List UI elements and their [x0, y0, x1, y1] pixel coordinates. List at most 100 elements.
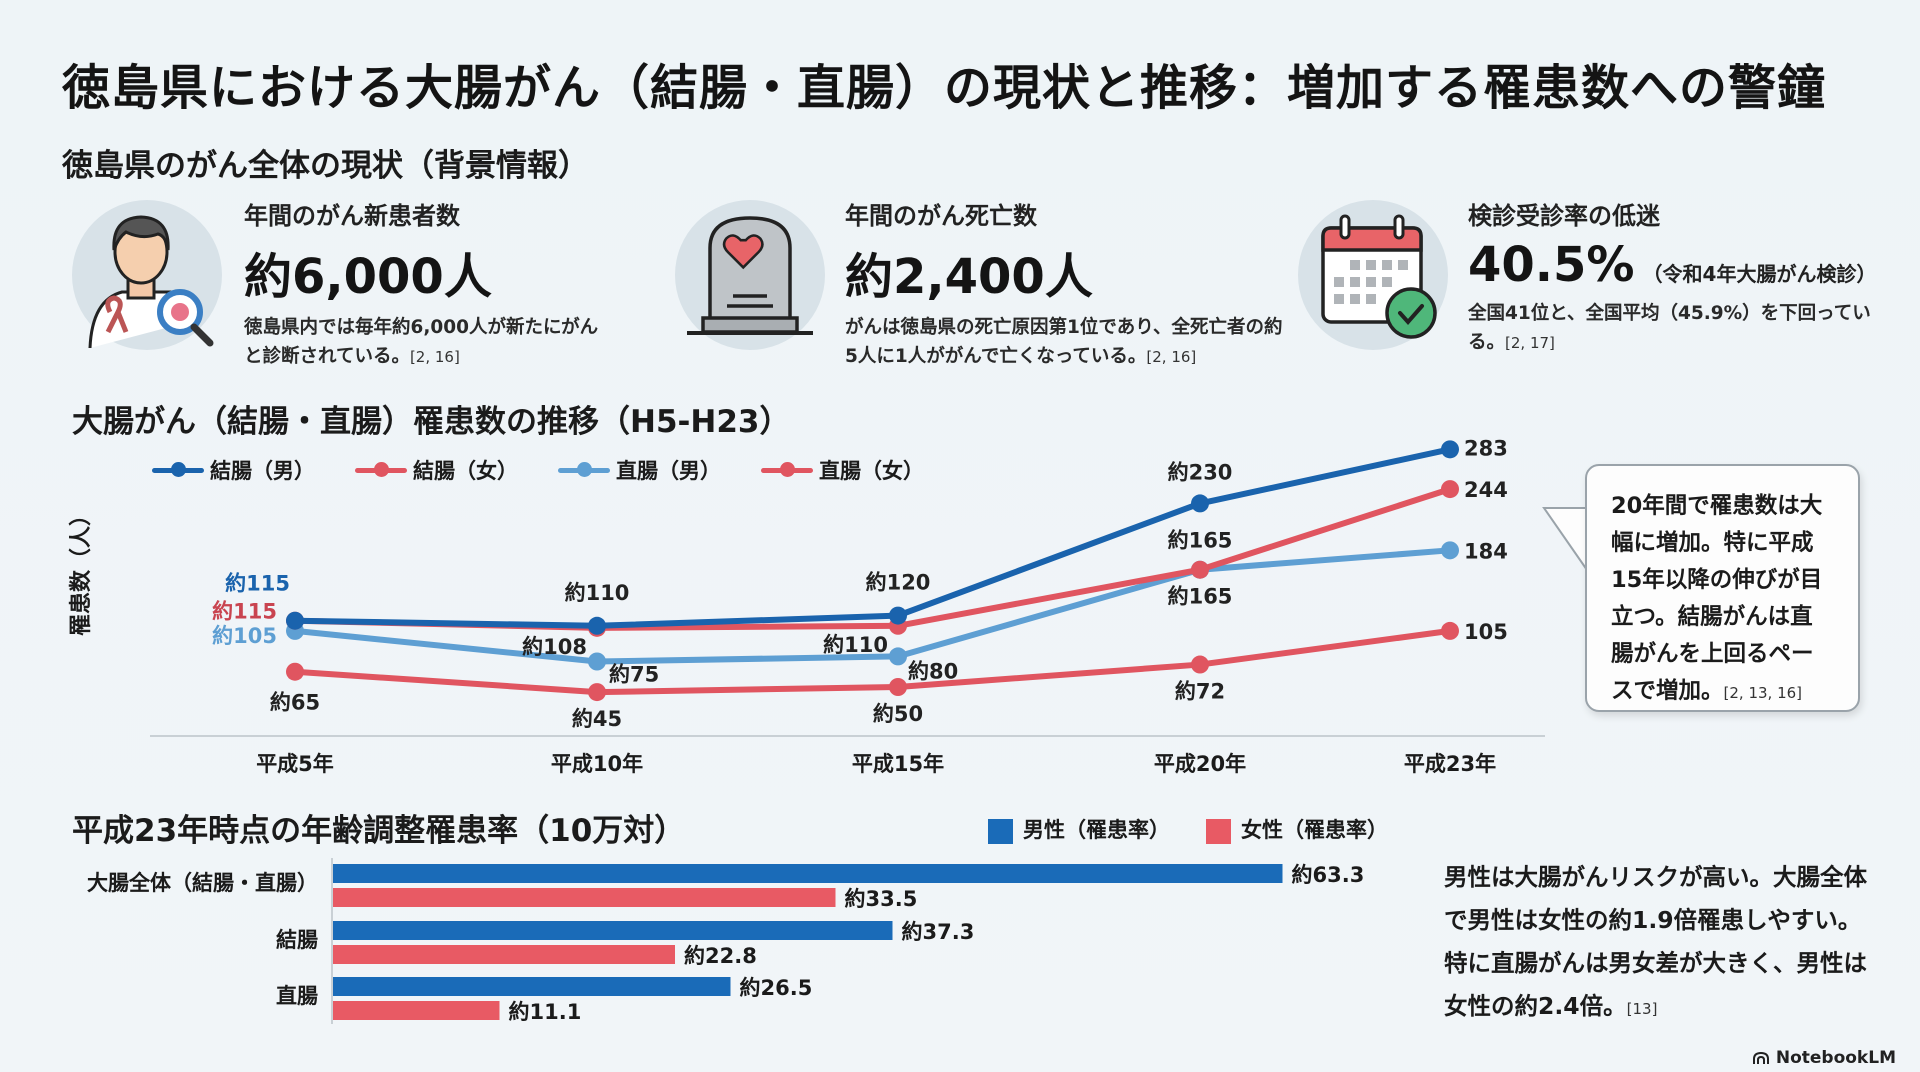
- stat-label: 年間のがん新患者数: [244, 202, 460, 230]
- data-point: [1441, 621, 1459, 640]
- background-section-heading: 徳島県のがん全体の現状（背景情報）: [62, 148, 589, 184]
- trend-callout: 20年間で罹患数は大幅に増加。特に平成15年以降の伸びが目立つ。結腸がんは直腸が…: [1585, 464, 1860, 712]
- legend-swatch: [761, 462, 813, 478]
- legend-label: 男性（罹患率）: [1023, 818, 1170, 842]
- stat-desc-text: がんは徳島県の死亡原因第1位であり、全死亡者の約5人に1人ががんで亡くなっている…: [845, 317, 1283, 367]
- data-point: [286, 662, 304, 681]
- stat-value-note: （令和4年大腸がん検診）: [1642, 262, 1877, 286]
- stat-desc-text: 徳島県内では毎年約6,000人が新たにがんと診断されている。: [244, 317, 599, 367]
- legend-label: 結腸（男）: [210, 459, 315, 483]
- bar-value-label: 約33.5: [845, 887, 918, 911]
- data-label: 約115: [212, 600, 277, 624]
- stat-label: 検診受診率の低迷: [1468, 202, 1660, 230]
- citation: [13]: [1626, 1000, 1658, 1018]
- bar: [333, 1001, 500, 1020]
- x-tick-label: 平成20年: [1154, 752, 1246, 776]
- data-point: [588, 652, 606, 671]
- data-point: [1191, 655, 1209, 674]
- stat-value: 約6,000人: [244, 249, 492, 305]
- legend-item: 直腸（男）: [558, 455, 721, 485]
- data-label: 約165: [1168, 529, 1233, 553]
- bar-chart-legend: 男性（罹患率） 女性（罹患率）: [988, 814, 1388, 844]
- data-label: 244: [1464, 478, 1508, 502]
- citation: [2, 13, 16]: [1723, 684, 1803, 702]
- page-title: 徳島県における大腸がん（結腸・直腸）の現状と推移：増加する罹患数への警鐘: [62, 60, 1827, 116]
- data-point: [1441, 541, 1459, 560]
- legend-swatch: [355, 462, 407, 478]
- line-chart-legend: 結腸（男） 結腸（女） 直腸（男） 直腸（女）: [152, 455, 924, 485]
- y-axis-label: 罹患数（人）: [68, 504, 94, 636]
- category-label: 結腸: [276, 928, 318, 952]
- data-label: 283: [1464, 436, 1508, 460]
- data-point: [1441, 440, 1459, 459]
- stat-desc-text: 全国41位と、全国平均（45.9%）を下回っている。: [1468, 303, 1871, 353]
- data-point: [889, 678, 907, 696]
- data-label: 約80: [908, 659, 958, 683]
- stat-desc: 全国41位と、全国平均（45.9%）を下回っている。[2, 17]: [1468, 299, 1888, 358]
- x-tick-label: 平成15年: [852, 752, 944, 776]
- data-label: 約105: [212, 624, 277, 648]
- stat-text-screening: 検診受診率の低迷 40.5% （令和4年大腸がん検診） 全国41位と、全国平均（4…: [1468, 196, 1888, 358]
- line-chart-heading: 大腸がん（結腸・直腸）罹患数の推移（H5-H23）: [72, 404, 791, 440]
- notebooklm-logo-icon: [1752, 1051, 1769, 1064]
- data-label: 105: [1464, 620, 1508, 644]
- category-label: 直腸: [276, 984, 318, 1008]
- stat-card-deaths: [675, 200, 825, 350]
- data-label: 184: [1464, 539, 1508, 563]
- bar-value-label: 約37.3: [902, 920, 975, 944]
- bar-chart-note: 男性は大腸がんリスクが高い。大腸全体で男性は女性の約1.9倍罹患しやすい。特に直…: [1444, 856, 1874, 1031]
- legend-swatch: [152, 462, 204, 478]
- notebooklm-brand: NotebookLM: [1752, 1048, 1896, 1068]
- brand-label: NotebookLM: [1775, 1048, 1896, 1068]
- bar: [333, 864, 1283, 883]
- stat-value-row: 40.5% （令和4年大腸がん検診）: [1468, 237, 1888, 293]
- x-tick-label: 平成5年: [256, 752, 334, 776]
- data-point: [588, 683, 606, 702]
- stat-value: 約2,400人: [845, 249, 1093, 305]
- calendar-check-icon: [1298, 200, 1448, 350]
- data-label: 約165: [1168, 585, 1233, 609]
- legend-swatch: [988, 818, 1013, 844]
- stat-card-screening: [1298, 200, 1448, 350]
- data-label: 約50: [873, 702, 923, 726]
- data-point: [1191, 560, 1209, 579]
- bar: [333, 921, 893, 940]
- bar-value-label: 約26.5: [740, 976, 813, 1000]
- stat-desc: がんは徳島県の死亡原因第1位であり、全死亡者の約5人に1人ががんで亡くなっている…: [845, 313, 1285, 372]
- data-label: 約75: [609, 663, 659, 687]
- callout-text: 20年間で罹患数は大幅に増加。特に平成15年以降の伸びが目立つ。結腸がんは直腸が…: [1611, 493, 1823, 704]
- x-tick-label: 平成10年: [551, 752, 643, 776]
- legend-label: 女性（罹患率）: [1241, 818, 1388, 842]
- data-label: 約108: [522, 635, 587, 659]
- data-label: 約72: [1175, 680, 1225, 704]
- legend-swatch: [1206, 818, 1231, 844]
- bar-value-label: 約63.3: [1292, 863, 1365, 887]
- data-point: [889, 647, 907, 666]
- data-label: 約110: [823, 633, 888, 657]
- stat-label: 年間のがん死亡数: [845, 202, 1037, 230]
- data-point: [1441, 480, 1459, 499]
- citation: [2, 16]: [409, 348, 460, 366]
- data-label: 約230: [1168, 460, 1233, 484]
- bar-value-label: 約11.1: [509, 1000, 582, 1024]
- legend-label: 直腸（女）: [819, 459, 924, 483]
- data-point: [889, 606, 907, 625]
- data-label: 約120: [866, 571, 931, 595]
- data-point: [286, 611, 304, 630]
- bar-chart-heading: 平成23年時点の年齢調整罹患率（10万対）: [72, 813, 686, 849]
- legend-item: 結腸（男）: [152, 455, 315, 485]
- patient-magnifier-icon: [72, 200, 222, 350]
- stat-value: 40.5%: [1468, 237, 1635, 293]
- tombstone-heart-icon: [675, 200, 825, 350]
- x-tick-label: 平成23年: [1404, 752, 1496, 776]
- data-label: 約45: [572, 707, 622, 731]
- data-point: [1191, 494, 1209, 513]
- bar: [333, 888, 836, 907]
- data-label: 約65: [270, 691, 320, 715]
- stat-text-deaths: 年間のがん死亡数 約2,400人 がんは徳島県の死亡原因第1位であり、全死亡者の…: [845, 196, 1305, 372]
- legend-item: 直腸（女）: [761, 455, 924, 485]
- stat-text-new-patients: 年間のがん新患者数 約6,000人 徳島県内では毎年約6,000人が新たにがんと…: [244, 196, 604, 372]
- bar: [333, 945, 675, 964]
